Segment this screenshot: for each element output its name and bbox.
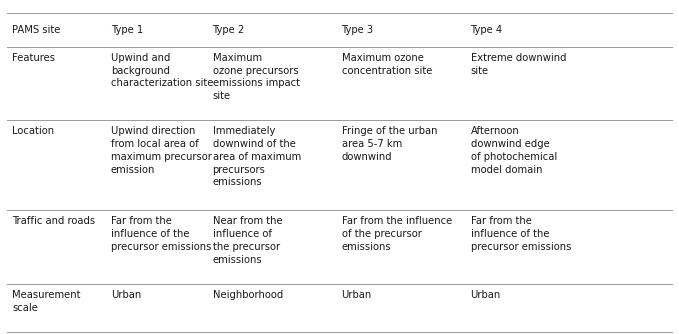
Text: Immediately
downwind of the
area of maximum
precursors
emissions: Immediately downwind of the area of maxi…: [213, 126, 301, 187]
Text: Fringe of the urban
area 5-7 km
downwind: Fringe of the urban area 5-7 km downwind: [342, 126, 437, 162]
Text: Maximum ozone
concentration site: Maximum ozone concentration site: [342, 53, 432, 75]
Text: Type 1: Type 1: [111, 25, 143, 35]
Text: Location: Location: [12, 126, 54, 136]
Text: Type 4: Type 4: [471, 25, 502, 35]
Text: Far from the
influence of the
precursor emissions: Far from the influence of the precursor …: [471, 216, 571, 252]
Text: Far from the influence
of the precursor
emissions: Far from the influence of the precursor …: [342, 216, 452, 252]
Text: Upwind direction
from local area of
maximum precursor
emission: Upwind direction from local area of maxi…: [111, 126, 212, 175]
Text: Traffic and roads: Traffic and roads: [12, 216, 95, 226]
Text: Type 2: Type 2: [213, 25, 244, 35]
Text: Urban: Urban: [342, 290, 372, 300]
Text: Measurement
scale: Measurement scale: [12, 290, 81, 313]
Text: Near from the
influence of
the precursor
emissions: Near from the influence of the precursor…: [213, 216, 282, 265]
Text: Maximum
ozone precursors
emissions impact
site: Maximum ozone precursors emissions impac…: [213, 53, 299, 101]
Text: Extreme downwind
site: Extreme downwind site: [471, 53, 566, 75]
Text: Features: Features: [12, 53, 55, 63]
Text: Far from the
influence of the
precursor emissions: Far from the influence of the precursor …: [111, 216, 211, 252]
Text: Afternoon
downwind edge
of photochemical
model domain: Afternoon downwind edge of photochemical…: [471, 126, 557, 175]
Text: Neighborhood: Neighborhood: [213, 290, 282, 300]
Text: Type 3: Type 3: [342, 25, 373, 35]
Text: Upwind and
background
characterization site: Upwind and background characterization s…: [111, 53, 213, 89]
Text: Urban: Urban: [111, 290, 141, 300]
Text: PAMS site: PAMS site: [12, 25, 60, 35]
Text: Urban: Urban: [471, 290, 501, 300]
